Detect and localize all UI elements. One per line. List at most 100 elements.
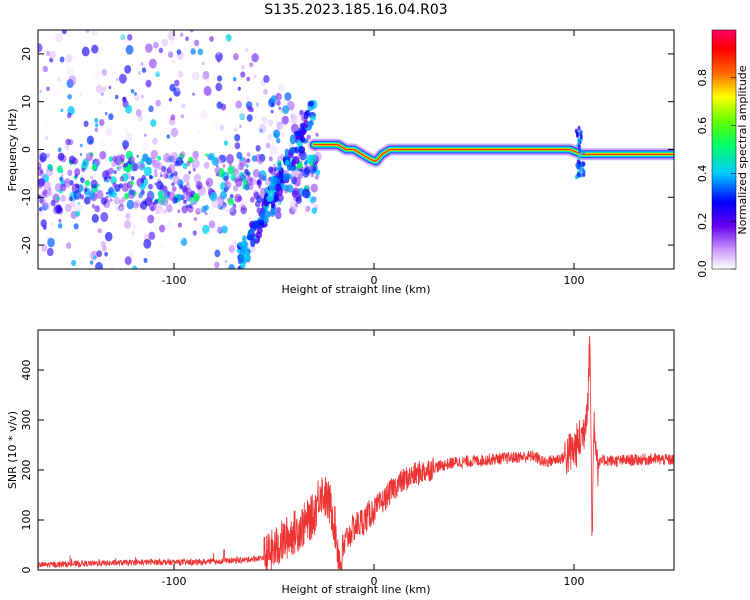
spectral-blob (60, 108, 64, 113)
spectral-blob (148, 231, 156, 240)
spectral-blob (144, 166, 152, 177)
spectral-blob (55, 33, 63, 43)
spectral-blob (269, 144, 278, 155)
spectral-blob (223, 205, 228, 212)
spectral-blob (182, 173, 190, 183)
spectral-blob (239, 124, 242, 128)
spectral-blob (303, 111, 309, 120)
colorbar-tick-label: 0.6 (696, 117, 709, 135)
spectral-blob (134, 94, 140, 101)
spectral-blob (302, 188, 310, 199)
spectral-blob (124, 256, 132, 266)
spectral-blob (236, 151, 243, 160)
spectral-blob (43, 120, 48, 127)
spectral-blob (205, 78, 210, 84)
spectral-blob (84, 179, 90, 187)
spectral-blob (189, 30, 194, 33)
spectral-blob (48, 191, 53, 196)
spectral-blob (305, 205, 311, 213)
spectral-blob (125, 212, 131, 219)
spectral-blob (98, 138, 107, 149)
spectral-blob (256, 179, 263, 187)
spectrogram-x-ticks: -100 0 100 (162, 30, 585, 287)
spectral-blob (66, 242, 72, 249)
spectral-blob (268, 189, 275, 200)
spectral-blob (292, 204, 297, 210)
spectral-blob (315, 169, 321, 176)
spectral-blob (197, 48, 204, 56)
spectral-blob (65, 53, 73, 63)
spectral-blob (147, 190, 152, 196)
spectral-blob (60, 183, 67, 192)
spectral-blob (128, 252, 134, 258)
spectral-blob (277, 83, 285, 92)
spectral-blob (85, 152, 94, 162)
spectral-blob (69, 196, 73, 202)
spectral-blob (577, 143, 581, 149)
spectral-blob (169, 40, 174, 47)
spectral-blob (72, 157, 78, 165)
spectral-blob (242, 178, 247, 184)
spectral-blob (83, 120, 89, 128)
spectral-blob (150, 149, 158, 159)
snr-y-ticks: 0 100 200 300 400 (20, 360, 674, 574)
spectral-blob (240, 64, 245, 70)
spectral-blob (186, 160, 191, 167)
spectral-blob (268, 156, 273, 162)
spectral-blob (149, 183, 154, 190)
spectral-blob (163, 209, 167, 214)
spectral-blob (234, 134, 241, 142)
spectral-blob (44, 202, 51, 210)
spectral-blob (159, 30, 166, 37)
spectral-blob (306, 134, 311, 140)
spectral-blob (289, 206, 296, 215)
spectral-blob (216, 50, 221, 56)
spectral-blob (65, 138, 71, 146)
spectrogram-x-label: Height of straight line (km) (281, 283, 430, 296)
spectral-blob (183, 199, 187, 205)
spectral-blob (143, 257, 148, 264)
spectral-blob (582, 150, 586, 156)
spectral-blob (217, 226, 223, 234)
spectral-blob (91, 204, 96, 209)
spectral-blob (303, 119, 309, 129)
spectral-blob (149, 157, 155, 164)
spectral-blob (253, 192, 260, 200)
spectral-blob (305, 154, 314, 164)
spectral-blob (97, 183, 100, 187)
spectral-blob (225, 34, 232, 42)
snr-x-ticks: -100 0 100 (162, 330, 585, 588)
spectral-blob (176, 259, 180, 264)
spectral-blob (224, 175, 229, 182)
snr-frame (37, 329, 675, 571)
spectral-blob (100, 240, 106, 248)
spectral-blob (282, 105, 290, 114)
spectral-blob (118, 183, 123, 189)
spectral-blob (309, 165, 317, 174)
spectral-blob (281, 132, 285, 138)
spectral-blob (218, 234, 227, 245)
spectral-blob (270, 109, 274, 114)
spectral-blob (115, 141, 122, 151)
spectral-blob (148, 105, 154, 113)
spectral-blob (134, 192, 137, 196)
spectral-blob (303, 207, 310, 216)
spectral-blob (95, 70, 103, 80)
spectral-blob (180, 54, 184, 59)
spectral-blob (109, 198, 113, 202)
spectral-blob (310, 115, 316, 122)
spectral-blob (121, 182, 129, 192)
spectral-blob (219, 124, 225, 131)
spectral-blob (307, 121, 314, 127)
spectral-blob (223, 140, 228, 146)
spectral-blob (169, 83, 176, 92)
spectral-blob (119, 176, 124, 182)
spectral-blob (46, 86, 50, 91)
spectral-blob (59, 212, 63, 216)
spectral-blob (137, 115, 144, 122)
spectral-blob (168, 155, 174, 162)
spectral-blob (276, 207, 281, 213)
spectral-blob (148, 183, 153, 190)
spectral-blob (214, 166, 222, 175)
spectral-blob (120, 34, 126, 40)
